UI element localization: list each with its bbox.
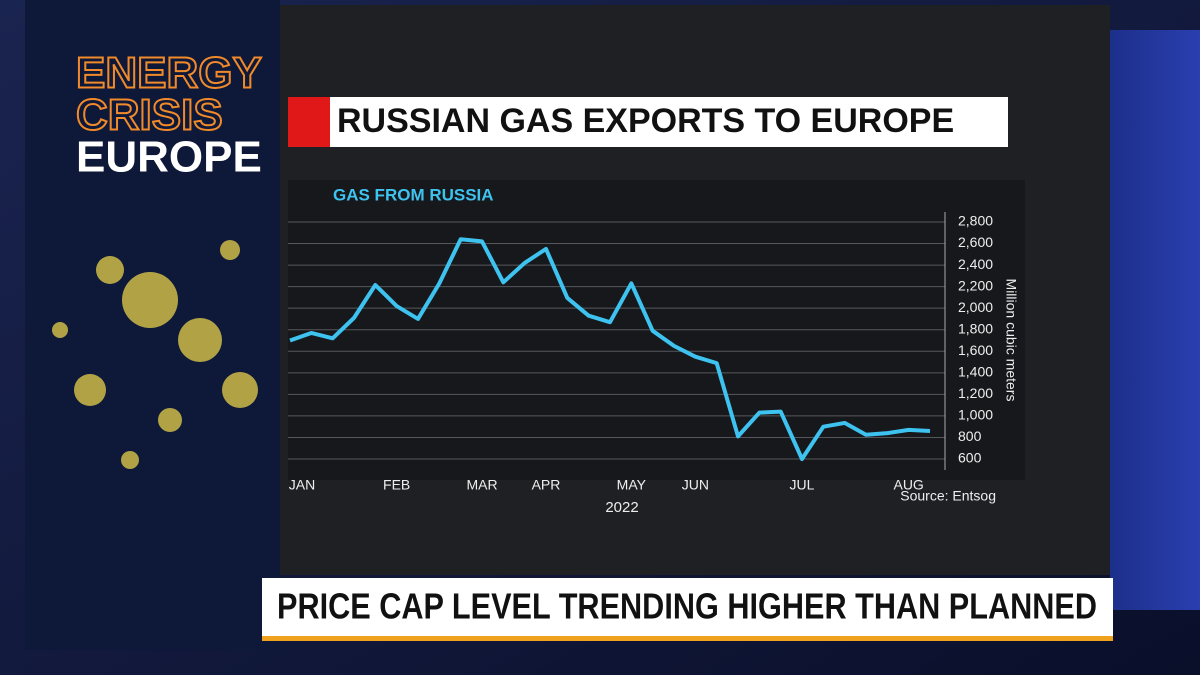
y-tick-label: 800 [958, 428, 982, 444]
y-tick-label: 2,200 [958, 277, 993, 293]
y-tick-label: 1,200 [958, 385, 993, 401]
y-tick-label: 2,600 [958, 234, 993, 250]
y-tick-label: 1,000 [958, 407, 993, 423]
y-tick-label: 2,400 [958, 256, 993, 272]
y-tick-label: 600 [958, 450, 982, 466]
y-tick-label: 1,400 [958, 364, 993, 380]
x-tick-label: APR [532, 477, 561, 493]
source-note: Source: Entsog [900, 488, 996, 504]
x-axis-label: 2022 [605, 499, 638, 516]
x-tick-label: MAR [466, 477, 497, 493]
show-tag-line: ENERGY [76, 49, 262, 98]
x-tick-label: MAY [617, 477, 647, 493]
lower-third [262, 578, 1113, 638]
y-tick-label: 2,000 [958, 299, 993, 315]
map-lights [52, 240, 258, 469]
chart-subtitle: GAS FROM RUSSIA [333, 185, 494, 204]
y-tick-label: 1,800 [958, 320, 993, 336]
x-tick-label: JUL [790, 477, 815, 493]
x-tick-label: JUN [682, 477, 709, 493]
lower-third-accent [262, 636, 1113, 641]
show-tag-line: EUROPE [76, 133, 262, 182]
title-banner [288, 97, 1008, 147]
right-screen [1110, 30, 1200, 610]
chart-title: RUSSIAN GAS EXPORTS TO EUROPE [337, 102, 954, 140]
y-tick-label: 1,600 [958, 342, 993, 358]
x-tick-label: AUG [893, 477, 923, 493]
y-axis-label: Million cubic meters [1003, 279, 1019, 402]
show-tag-line: CRISIS [76, 91, 223, 140]
plot: 600 800 1,000 1,200 1,400 1,600 1,800 2,000 2,20… [288, 212, 993, 493]
data-line [289, 237, 931, 461]
lower-third-text: PRICE CAP LEVEL TRENDING HIGHER THAN PLA… [277, 586, 1097, 627]
title-accent [288, 97, 330, 147]
y-tick-label: 2,800 [958, 213, 993, 229]
x-tick-label: JAN [289, 477, 315, 493]
x-tick-label: FEB [383, 477, 410, 493]
